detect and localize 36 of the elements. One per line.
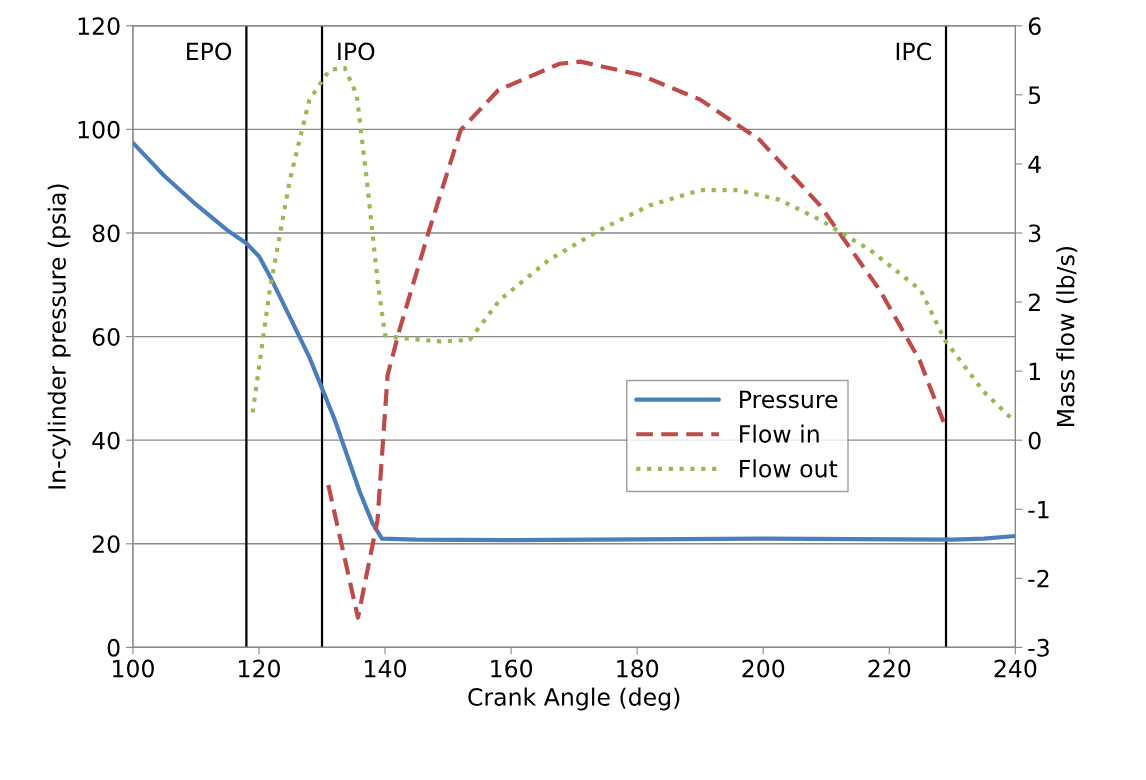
legend-label: Flow in xyxy=(740,424,819,443)
y2-tick-label: 0 xyxy=(1028,431,1041,450)
y2-tick-label: 6 xyxy=(1028,17,1041,36)
x-tick-label: 160 xyxy=(491,659,533,678)
y2-tick-label: 4 xyxy=(1028,155,1041,173)
x-tick-label: 200 xyxy=(742,659,785,678)
line-series xyxy=(326,59,947,620)
y-tick-label: 80 xyxy=(92,224,120,243)
ref-line-label: IPO xyxy=(338,42,375,61)
y-tick-label: 60 xyxy=(92,328,120,346)
y2-axis-title: Mass flow (lb/s) xyxy=(1056,246,1078,426)
y2-tick-label: -3 xyxy=(1028,638,1049,657)
y-tick-label: 100 xyxy=(78,120,120,139)
y-axis-title: In-cylinder pressure (psia) xyxy=(47,184,71,489)
x-tick-label: 220 xyxy=(868,659,911,678)
y2-tick-label: -2 xyxy=(1028,569,1049,588)
x-tick-label: 100 xyxy=(113,659,154,678)
y-tick-label: 20 xyxy=(92,535,120,554)
x-tick-label: 240 xyxy=(994,659,1037,678)
ref-line-label: IPC xyxy=(896,42,931,61)
legend-label: Pressure xyxy=(740,390,838,409)
y2-tick-label: 2 xyxy=(1028,293,1040,311)
y-tick-label: 40 xyxy=(92,431,120,450)
y2-tick-label: 1 xyxy=(1029,362,1040,381)
y2-tick-label: -1 xyxy=(1028,501,1049,519)
legend-label: Flow out xyxy=(740,459,838,478)
ref-line-label: EPO xyxy=(187,42,232,61)
y-tick-label: 0 xyxy=(107,638,120,657)
y-tick-label: 120 xyxy=(78,17,120,36)
y2-tick-label: 5 xyxy=(1028,86,1041,105)
y2-tick-label: 3 xyxy=(1028,224,1041,243)
x-tick-label: 120 xyxy=(239,659,280,678)
x-axis-title: Crank Angle (deg) xyxy=(468,687,680,711)
line-series xyxy=(250,65,1016,425)
x-tick-label: 140 xyxy=(365,659,407,678)
x-tick-label: 180 xyxy=(617,659,659,678)
